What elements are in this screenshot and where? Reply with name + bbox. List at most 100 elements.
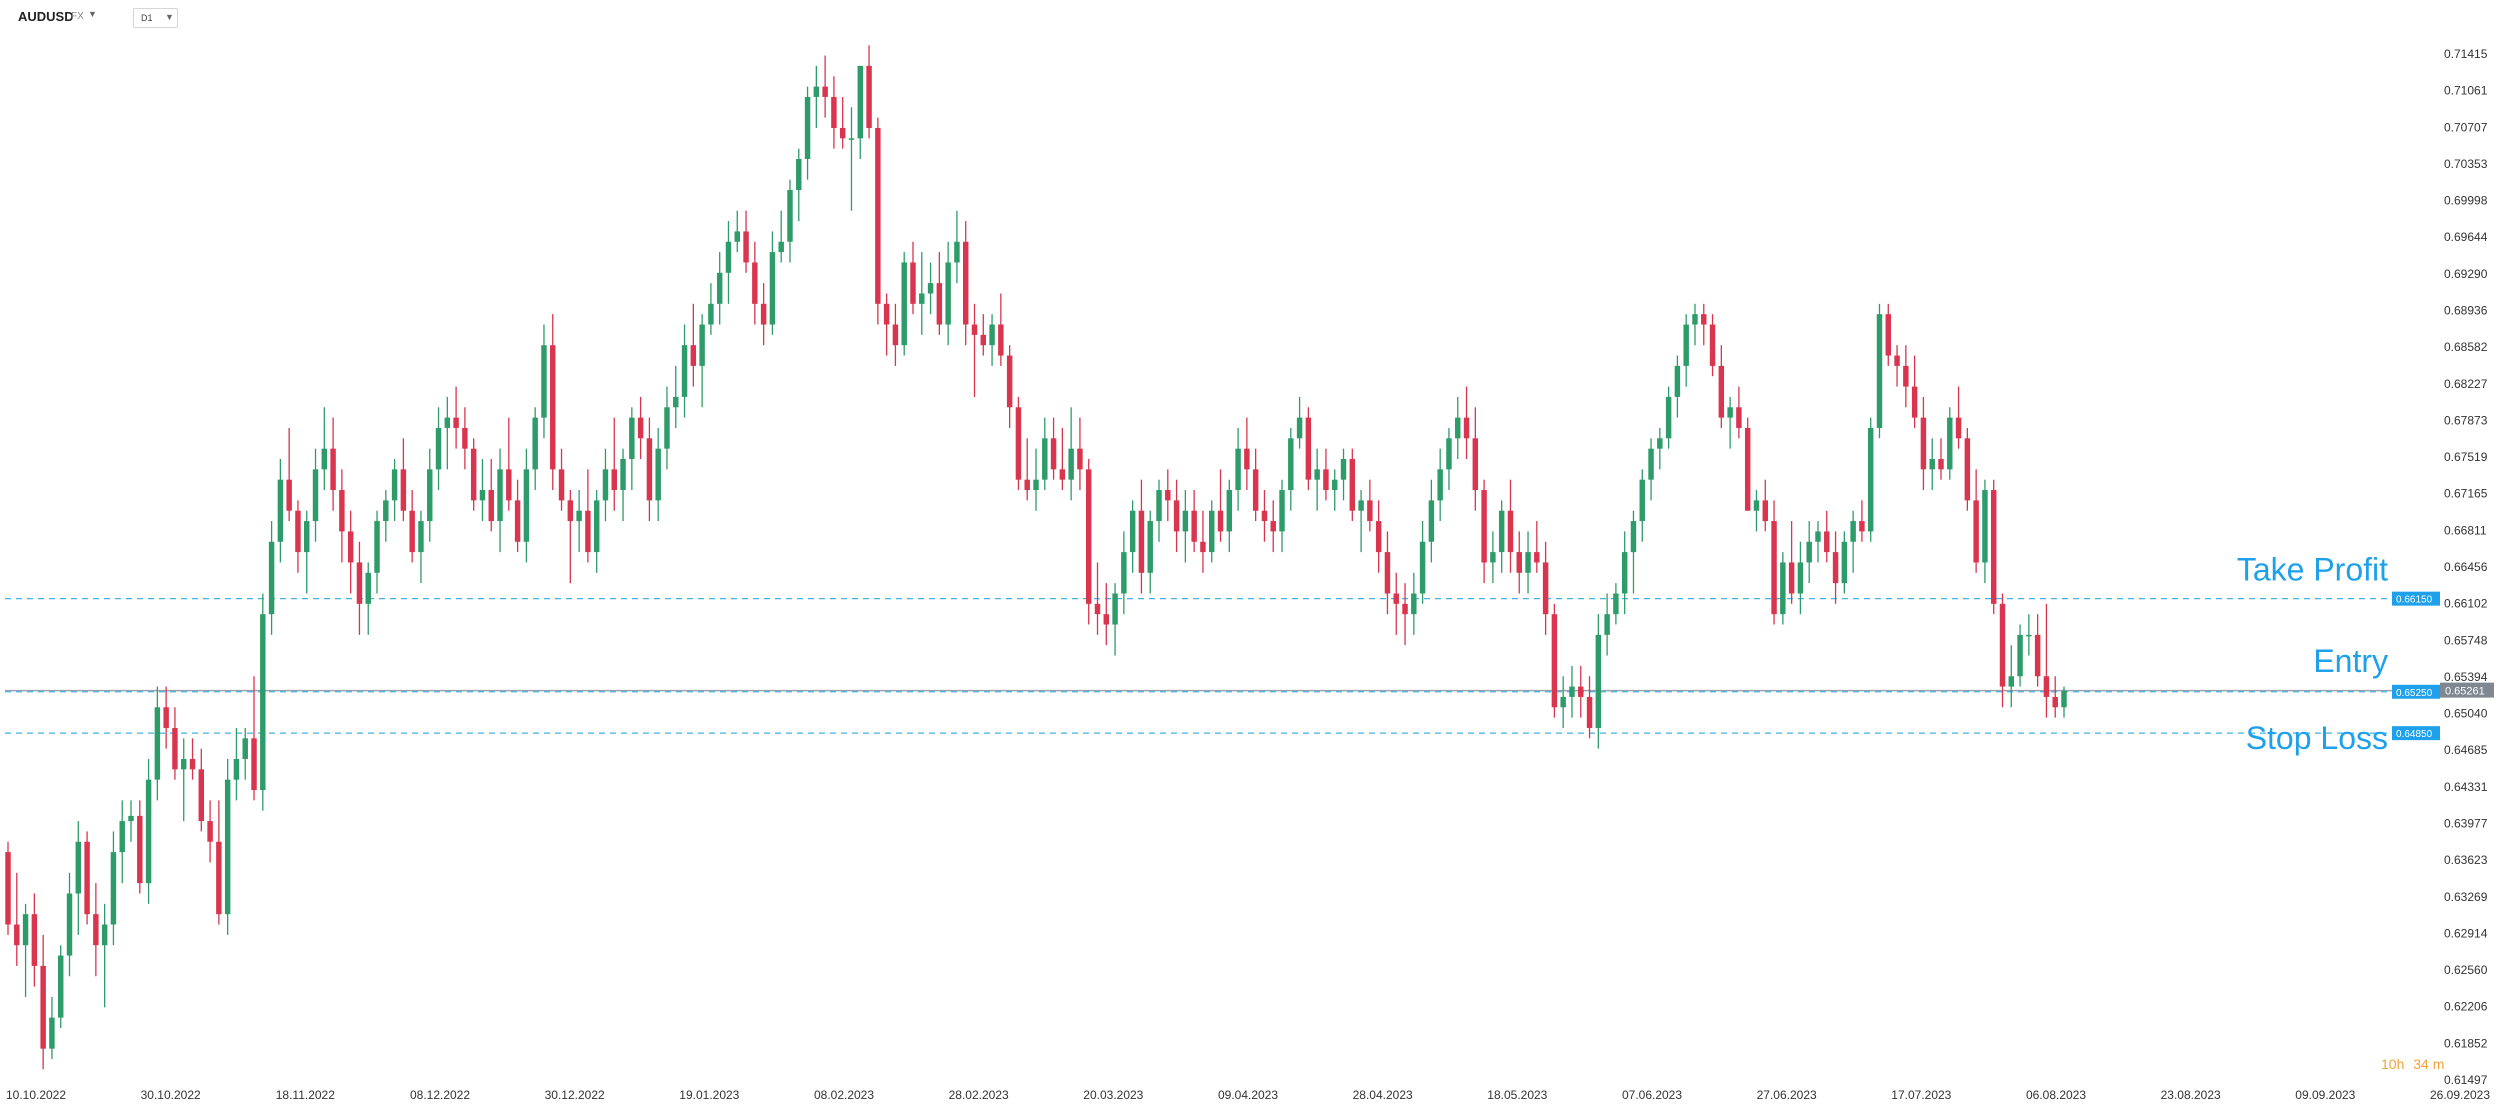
candle xyxy=(181,738,187,822)
candle xyxy=(1534,521,1540,573)
candle-body xyxy=(725,241,732,273)
candle-body xyxy=(1586,696,1593,728)
candle xyxy=(901,252,907,356)
candle xyxy=(831,76,837,149)
stop-loss-price-tag xyxy=(2392,726,2440,741)
candle-body xyxy=(286,479,292,511)
timeframe-select[interactable]: D1 ▼ xyxy=(133,8,178,28)
symbol-name[interactable]: AUDUSD xyxy=(18,9,74,24)
candle-body xyxy=(22,914,29,946)
candle-body xyxy=(1832,552,1839,584)
time-axis[interactable]: 10.10.2022 30.10.2022 18.11.2022 08.12.2022… xyxy=(6,1088,2490,1102)
price-tick-label: 0.68227 xyxy=(2444,377,2488,391)
candle-body xyxy=(673,396,679,408)
candle-body xyxy=(752,262,758,304)
candle xyxy=(1744,417,1751,511)
candle xyxy=(602,448,609,522)
candle xyxy=(470,438,477,511)
candle-body xyxy=(962,241,969,325)
candle xyxy=(1788,521,1795,604)
candle-body xyxy=(1490,552,1496,563)
candle xyxy=(110,831,117,946)
candle-body xyxy=(646,438,653,501)
candle xyxy=(1797,541,1804,615)
price-axis[interactable]: 0.71415 0.71061 0.70707 0.70353 0.69998 0.696… xyxy=(2444,47,2488,1087)
candle xyxy=(708,283,714,335)
candle xyxy=(2008,645,2015,708)
candle xyxy=(1059,427,1066,491)
candle xyxy=(646,417,653,522)
candle xyxy=(796,148,802,222)
candle xyxy=(453,386,459,449)
candle-body xyxy=(1209,510,1215,553)
candle-body xyxy=(1437,469,1443,501)
candle-body xyxy=(980,334,987,346)
candle-body xyxy=(1630,521,1637,553)
candle xyxy=(1621,531,1628,615)
candle-body xyxy=(374,521,380,573)
take-profit-price-label: 0.66150 xyxy=(2396,595,2433,606)
candle xyxy=(1718,345,1725,428)
candle-body xyxy=(31,914,38,966)
candle xyxy=(629,407,635,491)
candle-body xyxy=(1613,593,1619,615)
candle xyxy=(883,293,890,356)
candle-body xyxy=(1850,521,1856,542)
candle-body xyxy=(435,427,442,470)
candle-body xyxy=(1727,407,1733,418)
candle xyxy=(400,438,407,522)
candle-body xyxy=(2052,696,2058,708)
candle-body xyxy=(848,138,855,140)
candle-body xyxy=(470,448,477,501)
candle-body xyxy=(1446,438,1452,470)
price-tick-label: 0.69290 xyxy=(2444,267,2488,281)
price-tick-label: 0.67165 xyxy=(2444,487,2488,501)
candle xyxy=(418,510,424,584)
candle-body xyxy=(1718,365,1725,418)
candle xyxy=(1683,314,1689,387)
candle-body xyxy=(1270,521,1276,532)
date-tick-label: 19.01.2023 xyxy=(679,1088,739,1102)
candle-body xyxy=(57,955,64,1018)
candle-body xyxy=(365,572,371,604)
candle xyxy=(1806,521,1812,584)
candle xyxy=(822,55,828,118)
candle xyxy=(1121,531,1127,615)
candle xyxy=(57,945,64,1028)
candle-body xyxy=(1551,614,1558,708)
candle-body xyxy=(1129,510,1136,553)
candle xyxy=(620,448,626,522)
candle xyxy=(479,459,486,522)
candle-body xyxy=(1498,510,1505,553)
candle xyxy=(1463,386,1470,459)
candle xyxy=(1674,355,1681,418)
candle-body xyxy=(216,841,222,915)
candle-body xyxy=(462,427,468,449)
candle-body xyxy=(541,345,547,418)
candle xyxy=(1367,479,1373,532)
candle xyxy=(725,221,732,304)
candle xyxy=(356,541,363,635)
timeframe-value: D1 xyxy=(141,13,153,23)
candle xyxy=(752,241,758,325)
candle-body xyxy=(1138,510,1145,573)
symbol-dropdown-icon[interactable]: ▼ xyxy=(88,9,97,19)
candle-body xyxy=(66,893,73,956)
candle-body xyxy=(1947,417,1953,470)
candle-body xyxy=(1050,438,1057,470)
candle xyxy=(1964,427,1971,511)
candle xyxy=(1042,417,1048,491)
candle-body xyxy=(901,262,907,346)
candle-body xyxy=(1367,500,1373,522)
price-tick-label: 0.65394 xyxy=(2444,670,2488,684)
candle-body xyxy=(1780,562,1786,615)
candle-body xyxy=(945,262,951,325)
candle xyxy=(1982,479,1988,584)
candle xyxy=(1428,479,1435,563)
candle xyxy=(383,490,389,542)
entry-label: Entry xyxy=(2313,643,2388,679)
candle-body xyxy=(1305,417,1312,480)
candle xyxy=(1648,438,1654,501)
candle-body xyxy=(989,324,995,346)
